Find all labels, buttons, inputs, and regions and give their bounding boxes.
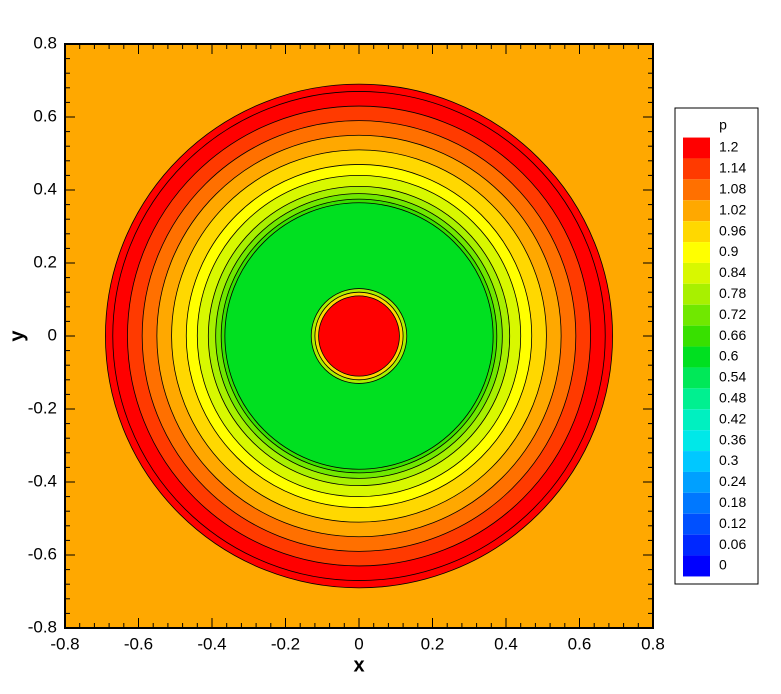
colorbar-swatch	[683, 158, 710, 180]
colorbar-swatch	[683, 388, 710, 410]
y-tick-label: 0.2	[33, 252, 57, 271]
colorbar-swatch	[683, 325, 710, 347]
colorbar-label: 0.9	[719, 243, 739, 259]
colorbar-label: 0.06	[719, 536, 746, 552]
colorbar-label: 0.18	[719, 494, 746, 510]
colorbar-swatch	[683, 471, 710, 493]
x-tick-label: 0.4	[494, 634, 518, 653]
colorbar-swatch	[683, 137, 710, 159]
x-tick-label: 0	[354, 634, 363, 653]
y-tick-label: 0	[48, 325, 57, 344]
colorbar-swatch	[683, 200, 710, 222]
y-tick-label: 0.6	[33, 106, 57, 125]
y-tick-label: -0.2	[28, 398, 57, 417]
x-tick-label: 0.6	[568, 634, 592, 653]
colorbar-label: 1.08	[719, 181, 746, 197]
colorbar-label: 0.42	[719, 410, 746, 426]
colorbar-label: 1.14	[719, 160, 746, 176]
x-axis-label: x	[353, 654, 364, 676]
colorbar-swatch	[683, 304, 710, 326]
colorbar-label: 0.12	[719, 515, 746, 531]
colorbar-swatch	[683, 430, 710, 452]
colorbar-swatch	[683, 367, 710, 389]
x-tick-label: -0.4	[197, 634, 226, 653]
x-tick-label: -0.8	[50, 634, 79, 653]
colorbar-label: 0.6	[719, 348, 739, 364]
y-tick-label: 0.4	[33, 179, 57, 198]
y-tick-label: 0.8	[33, 33, 57, 52]
contour-ring	[318, 295, 400, 377]
colorbar-label: 0	[719, 557, 727, 573]
colorbar-swatch	[683, 451, 710, 472]
colorbar-label: 0.54	[719, 369, 746, 385]
x-tick-label: 0.8	[641, 634, 665, 653]
colorbar-swatch	[683, 555, 710, 577]
y-tick-label: -0.6	[28, 544, 57, 563]
colorbar-swatch	[683, 179, 710, 201]
colorbar-swatch	[683, 242, 710, 263]
colorbar-swatch	[683, 492, 710, 514]
colorbar-swatch	[683, 534, 710, 556]
colorbar-swatch	[683, 283, 710, 305]
y-axis-label: y	[6, 330, 28, 342]
colorbar-swatch	[683, 513, 710, 535]
colorbar-label: 0.72	[719, 306, 746, 322]
y-tick-label: -0.8	[28, 617, 57, 636]
colorbar-label: 1.2	[719, 139, 739, 155]
colorbar-label: 0.96	[719, 222, 746, 238]
colorbar-label: 0.24	[719, 473, 746, 489]
colorbar-label: 0.84	[719, 264, 746, 280]
colorbar-swatch	[683, 262, 710, 284]
axes: -0.8 -0.6 -0.4 -0.2 0 0.2 0.4 0.6 0.8 -0.8 -0.6 -0.…	[28, 33, 665, 653]
colorbar-swatch	[683, 221, 710, 243]
colorbar-label: 0.3	[719, 452, 739, 468]
colorbar-label: 0.48	[719, 390, 746, 406]
colorbar-title: p	[719, 117, 727, 133]
colorbar-label: 1.02	[719, 201, 746, 217]
colorbar-swatch	[683, 346, 710, 368]
colorbar-label: 0.78	[719, 285, 746, 301]
x-tick-label: 0.2	[421, 634, 445, 653]
x-tick-label: -0.6	[124, 634, 153, 653]
contour-field	[65, 44, 653, 628]
colorbar: p 1.2 1.14 1.08 1.02 0.96 0.9 0.84 0.78 0.72 0.66…	[674, 107, 759, 585]
colorbar-label: 0.36	[719, 431, 746, 447]
y-tick-label: -0.4	[28, 471, 57, 490]
colorbar-label: 0.66	[719, 327, 746, 343]
colorbar-swatch	[683, 409, 710, 431]
x-tick-label: -0.2	[271, 634, 300, 653]
